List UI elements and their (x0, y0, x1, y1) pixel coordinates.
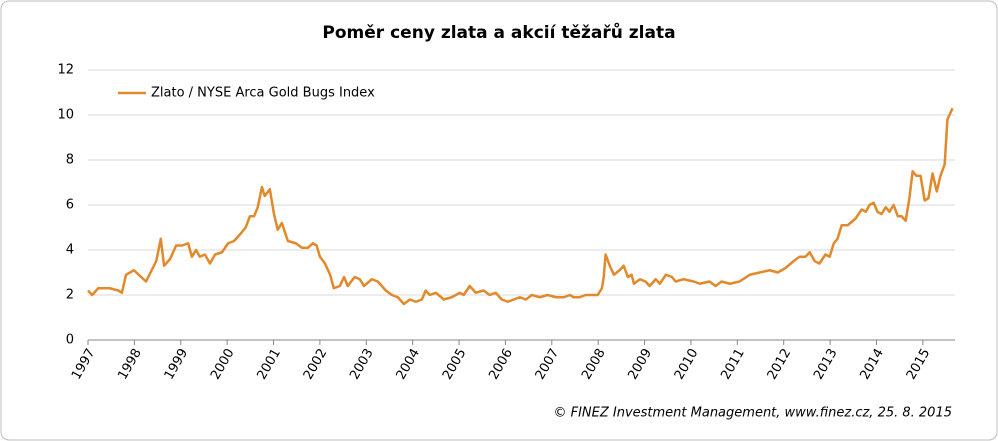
y-tick-label: 2 (66, 288, 74, 303)
series-line (87, 107, 954, 306)
source-note: © FINEZ Investment Management, www.finez… (553, 406, 952, 421)
y-tick-label: 0 (66, 333, 74, 348)
y-tick-label: 12 (57, 63, 74, 78)
y-tick-label: 10 (57, 108, 74, 123)
y-tick-label: 6 (66, 198, 74, 213)
legend-label: Zlato / NYSE Arca Gold Bugs Index (151, 86, 375, 101)
y-tick-label: 8 (66, 153, 74, 168)
y-tick-label: 4 (66, 243, 74, 258)
chart-title: Poměr ceny zlata a akcií těžařů zlata (322, 21, 675, 43)
